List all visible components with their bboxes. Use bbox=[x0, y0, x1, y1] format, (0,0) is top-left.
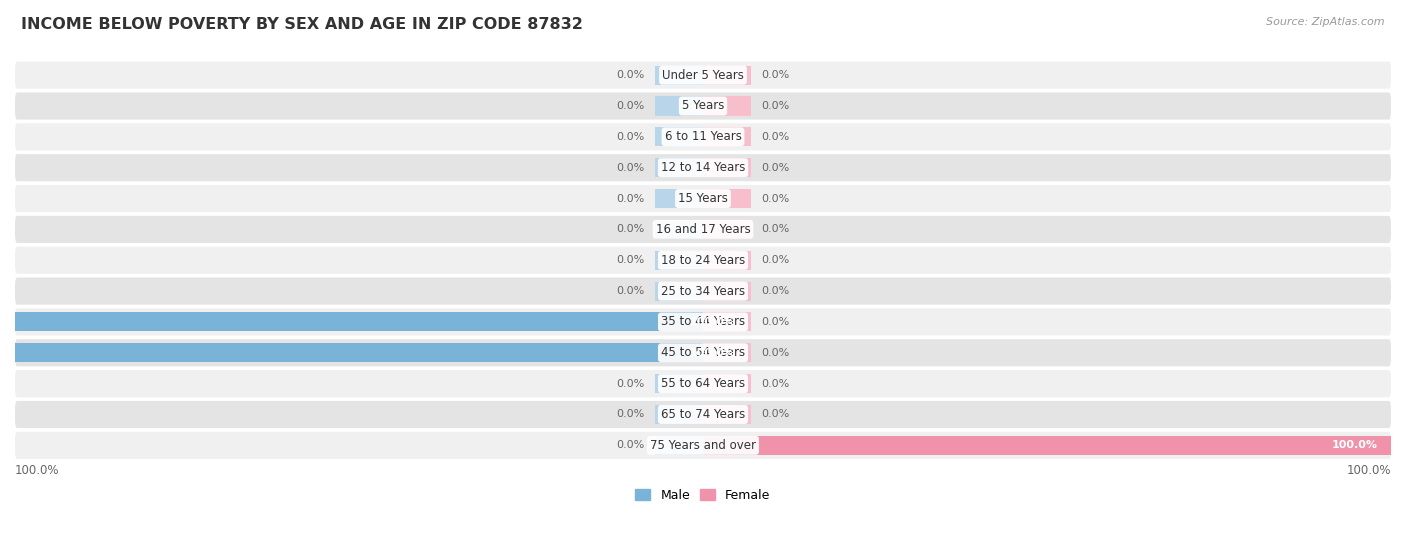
Text: 18 to 24 Years: 18 to 24 Years bbox=[661, 254, 745, 267]
Bar bbox=[703, 158, 751, 177]
FancyBboxPatch shape bbox=[15, 92, 1391, 120]
Bar bbox=[655, 436, 703, 455]
Legend: Male, Female: Male, Female bbox=[630, 484, 776, 506]
Bar bbox=[703, 65, 751, 85]
FancyBboxPatch shape bbox=[15, 61, 1391, 89]
Text: Under 5 Years: Under 5 Years bbox=[662, 69, 744, 82]
Text: 0.0%: 0.0% bbox=[616, 193, 644, 203]
Bar bbox=[655, 220, 703, 239]
FancyBboxPatch shape bbox=[15, 309, 1391, 335]
Bar bbox=[703, 374, 751, 393]
Text: 6 to 11 Years: 6 to 11 Years bbox=[665, 130, 741, 143]
Bar bbox=[703, 97, 751, 116]
Bar bbox=[15, 343, 703, 362]
Text: INCOME BELOW POVERTY BY SEX AND AGE IN ZIP CODE 87832: INCOME BELOW POVERTY BY SEX AND AGE IN Z… bbox=[21, 17, 583, 32]
Text: 45 to 54 Years: 45 to 54 Years bbox=[661, 346, 745, 359]
FancyBboxPatch shape bbox=[15, 370, 1391, 397]
Text: 35 to 44 Years: 35 to 44 Years bbox=[661, 315, 745, 329]
FancyBboxPatch shape bbox=[15, 124, 1391, 150]
FancyBboxPatch shape bbox=[15, 401, 1391, 428]
Text: 0.0%: 0.0% bbox=[762, 348, 790, 358]
Text: 0.0%: 0.0% bbox=[616, 101, 644, 111]
FancyBboxPatch shape bbox=[15, 185, 1391, 212]
Text: 0.0%: 0.0% bbox=[616, 70, 644, 80]
Text: 0.0%: 0.0% bbox=[762, 70, 790, 80]
Bar bbox=[655, 405, 703, 424]
Text: 100.0%: 100.0% bbox=[689, 317, 735, 327]
Text: 0.0%: 0.0% bbox=[762, 193, 790, 203]
Bar bbox=[15, 312, 703, 331]
Text: 65 to 74 Years: 65 to 74 Years bbox=[661, 408, 745, 421]
Text: 0.0%: 0.0% bbox=[616, 255, 644, 265]
FancyBboxPatch shape bbox=[15, 277, 1391, 305]
Text: 12 to 14 Years: 12 to 14 Years bbox=[661, 161, 745, 174]
Text: 0.0%: 0.0% bbox=[616, 132, 644, 142]
FancyBboxPatch shape bbox=[15, 247, 1391, 274]
Bar bbox=[655, 189, 703, 208]
Bar bbox=[655, 374, 703, 393]
Bar bbox=[703, 189, 751, 208]
FancyBboxPatch shape bbox=[15, 154, 1391, 181]
Text: 75 Years and over: 75 Years and over bbox=[650, 439, 756, 452]
Text: 100.0%: 100.0% bbox=[15, 464, 59, 477]
Text: 0.0%: 0.0% bbox=[762, 255, 790, 265]
Text: 15 Years: 15 Years bbox=[678, 192, 728, 205]
Text: 0.0%: 0.0% bbox=[762, 410, 790, 419]
Bar bbox=[703, 405, 751, 424]
Text: 100.0%: 100.0% bbox=[1347, 464, 1391, 477]
Bar bbox=[655, 127, 703, 146]
Bar bbox=[703, 312, 751, 331]
Text: 0.0%: 0.0% bbox=[762, 286, 790, 296]
Text: 25 to 34 Years: 25 to 34 Years bbox=[661, 285, 745, 297]
Text: 100.0%: 100.0% bbox=[1331, 440, 1378, 451]
Text: 0.0%: 0.0% bbox=[616, 378, 644, 389]
Text: 0.0%: 0.0% bbox=[762, 132, 790, 142]
FancyBboxPatch shape bbox=[15, 339, 1391, 366]
Bar bbox=[655, 282, 703, 301]
Bar bbox=[655, 65, 703, 85]
Text: 55 to 64 Years: 55 to 64 Years bbox=[661, 377, 745, 390]
Text: 0.0%: 0.0% bbox=[616, 163, 644, 173]
Text: 0.0%: 0.0% bbox=[762, 378, 790, 389]
Bar bbox=[703, 127, 751, 146]
Text: 0.0%: 0.0% bbox=[616, 224, 644, 234]
Bar bbox=[703, 343, 751, 362]
Bar bbox=[703, 436, 1391, 455]
FancyBboxPatch shape bbox=[15, 216, 1391, 243]
Bar bbox=[655, 250, 703, 270]
Bar bbox=[703, 220, 751, 239]
Text: 0.0%: 0.0% bbox=[762, 101, 790, 111]
Text: 0.0%: 0.0% bbox=[616, 440, 644, 451]
Text: 100.0%: 100.0% bbox=[689, 348, 735, 358]
FancyBboxPatch shape bbox=[15, 432, 1391, 459]
Bar bbox=[703, 282, 751, 301]
Bar bbox=[655, 97, 703, 116]
Text: Source: ZipAtlas.com: Source: ZipAtlas.com bbox=[1267, 17, 1385, 27]
Bar bbox=[655, 158, 703, 177]
Text: 0.0%: 0.0% bbox=[616, 410, 644, 419]
Text: 0.0%: 0.0% bbox=[762, 163, 790, 173]
Bar bbox=[703, 250, 751, 270]
Text: 5 Years: 5 Years bbox=[682, 100, 724, 112]
Text: 0.0%: 0.0% bbox=[762, 317, 790, 327]
Text: 0.0%: 0.0% bbox=[616, 286, 644, 296]
Text: 16 and 17 Years: 16 and 17 Years bbox=[655, 223, 751, 236]
Text: 0.0%: 0.0% bbox=[762, 224, 790, 234]
